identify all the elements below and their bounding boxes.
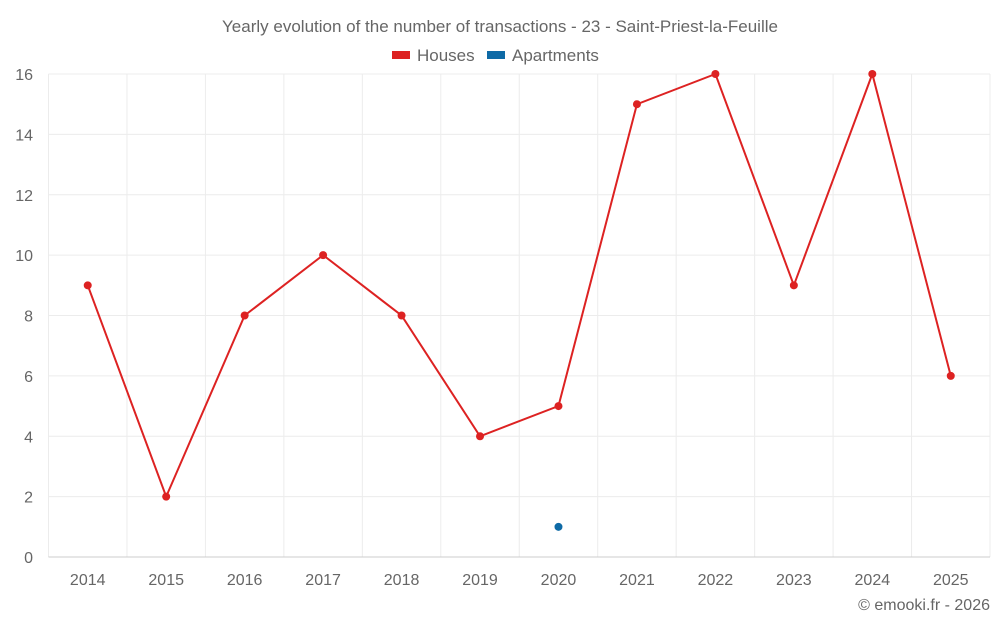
y-tick-label: 8	[24, 309, 33, 326]
credit-text: © emooki.fr - 2026	[858, 597, 990, 614]
series-line-houses	[86, 70, 952, 500]
x-tick-label: 2023	[776, 572, 812, 589]
data-point-houses-2015	[162, 492, 171, 501]
y-tick-label: 4	[24, 429, 33, 446]
x-tick-label: 2020	[541, 572, 577, 589]
data-point-houses-2022	[711, 70, 720, 78]
x-tick-label: 2018	[384, 572, 420, 589]
data-point-houses-2018	[397, 311, 406, 320]
legend-item-apartments[interactable]: Apartments	[487, 46, 599, 65]
data-point-houses-2019	[476, 432, 485, 441]
x-tick-label: 2024	[855, 572, 891, 589]
y-tick-label: 16	[15, 67, 33, 84]
y-tick-label: 12	[15, 188, 33, 205]
y-tick-label: 2	[24, 490, 33, 507]
legend-item-houses[interactable]: Houses	[392, 46, 475, 65]
data-point-houses-2017	[319, 251, 328, 260]
data-point-houses-2014	[83, 281, 92, 290]
data-point-houses-2021	[632, 100, 641, 109]
x-tick-label: 2017	[305, 572, 341, 589]
legend-label-apartments: Apartments	[512, 46, 599, 65]
x-tick-label: 2016	[227, 572, 263, 589]
data-point-houses-2016	[240, 311, 249, 320]
data-point-houses-2025	[946, 371, 955, 380]
y-tick-label: 0	[24, 550, 33, 567]
data-point-houses-2023	[789, 281, 798, 290]
x-tick-label: 2022	[698, 572, 734, 589]
x-tick-label: 2014	[70, 572, 106, 589]
legend-label-houses: Houses	[417, 46, 475, 65]
legend-swatch-houses	[392, 51, 410, 59]
legend: Houses Apartments	[392, 46, 599, 65]
data-point-houses-2020	[554, 402, 563, 411]
x-tick-label: 2025	[933, 572, 969, 589]
x-tick-label: 2021	[619, 572, 655, 589]
data-point-houses-2024	[868, 70, 877, 78]
series-apartments	[554, 522, 563, 531]
chart-title: Yearly evolution of the number of transa…	[222, 17, 778, 36]
y-tick-label: 6	[24, 369, 33, 386]
y-tick-label: 14	[15, 127, 33, 144]
legend-swatch-apartments	[487, 51, 505, 59]
series-houses	[83, 70, 955, 501]
data-point-apartments-2020	[554, 522, 563, 531]
y-tick-label: 10	[15, 248, 33, 265]
x-tick-label: 2015	[148, 572, 184, 589]
x-tick-label: 2019	[462, 572, 498, 589]
